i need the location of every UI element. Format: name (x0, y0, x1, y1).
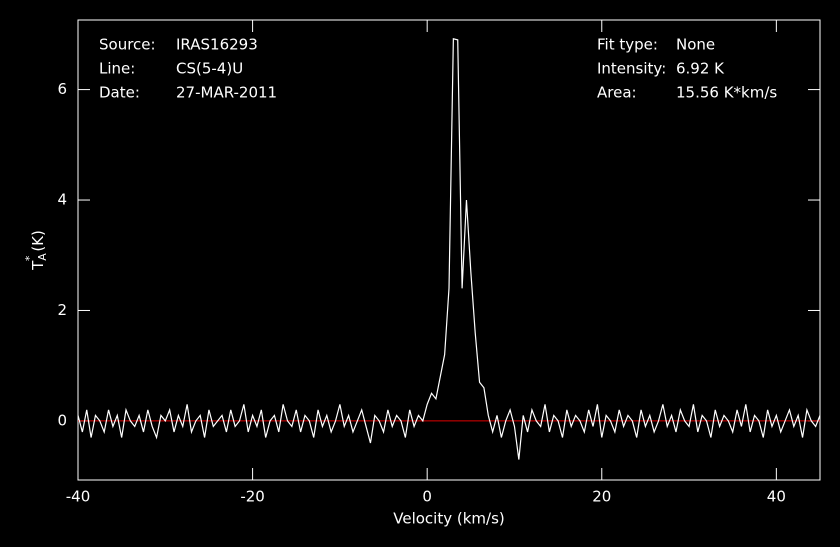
info-value: CS(5-4)U (176, 60, 243, 78)
y-tick-label: 6 (57, 80, 67, 98)
info-label: Date: (99, 84, 140, 102)
y-label-sub: A (36, 253, 49, 261)
x-tick-label: -40 (66, 488, 91, 506)
y-tick-label: 0 (57, 411, 67, 429)
y-tick-label: 4 (57, 191, 67, 209)
y-axis-label: TA* (K) (23, 230, 49, 271)
info-value: 27-MAR-2011 (176, 84, 277, 102)
x-tick-label: -20 (240, 488, 265, 506)
info-value: None (676, 36, 715, 54)
spectrum-line (77, 38, 821, 460)
info-label: Intensity: (597, 60, 666, 78)
plot-frame (77, 19, 821, 481)
x-tick-label: 20 (592, 488, 611, 506)
info-label: Fit type: (597, 36, 658, 54)
y-label-sup: * (23, 255, 36, 261)
x-axis-label: Velocity (km/s) (393, 510, 504, 528)
info-label: Line: (99, 60, 135, 78)
y-label-main: T (29, 260, 47, 271)
x-tick-label: 0 (422, 488, 432, 506)
info-value: 6.92 K (676, 60, 725, 78)
x-tick-label: 40 (767, 488, 786, 506)
y-label-unit: (K) (29, 230, 47, 252)
info-value: 15.56 K*km/s (676, 84, 777, 102)
info-value: IRAS16293 (176, 36, 258, 54)
info-label: Source: (99, 36, 156, 54)
y-tick-label: 2 (57, 301, 67, 319)
info-label: Area: (597, 84, 637, 102)
